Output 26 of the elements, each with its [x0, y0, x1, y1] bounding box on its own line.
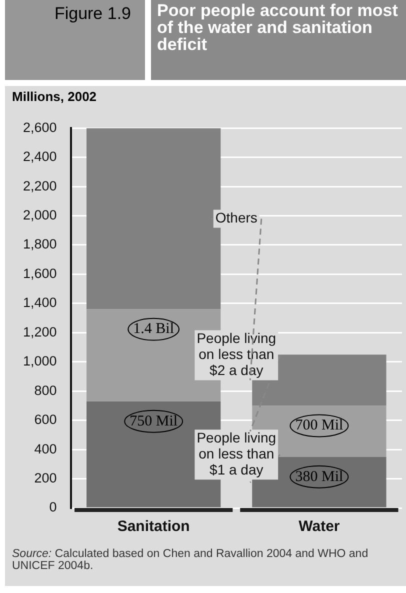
y-tick-label: 1,000 — [22, 354, 57, 369]
y-tick-label: 1,200 — [22, 324, 57, 340]
source-note: Source: Calculated based on Chen and Ravallion 2004 and WHO and UNICEF 2004b. — [12, 548, 370, 572]
series-label: Others — [215, 210, 258, 226]
x-tick-label: Water — [298, 518, 340, 536]
y-axis-title: Millions, 2002 — [12, 89, 97, 104]
chart-title: Poor people account for most of the water and sanitation deficit — [151, 0, 406, 80]
y-tick-label: 2,000 — [22, 207, 57, 222]
x-tick-label: Sanitation — [117, 518, 190, 536]
y-tick-label: 2,400 — [22, 149, 57, 164]
series-label: People living on less than $1 a day — [196, 430, 276, 478]
annotation: 750 Mil — [130, 413, 178, 430]
caption: Figure 1.9 — [5, 0, 145, 80]
y-tick-label: 1,600 — [22, 266, 57, 281]
y-tick-label: 200 — [34, 470, 57, 486]
annotation: 700 Mil — [295, 418, 344, 434]
y-tick-label: 800 — [34, 382, 57, 398]
y-tick-label: 1,400 — [22, 295, 57, 310]
y-tick-label: 600 — [34, 412, 57, 428]
annotation: 1.4 Bil — [133, 321, 174, 338]
y-tick-label: 2,600 — [22, 120, 57, 135]
y-tick-label: 0 — [49, 500, 57, 515]
annotation: 380 Mil — [295, 468, 344, 485]
y-tick-label: 1,800 — [22, 236, 57, 252]
y-tick-label: 400 — [34, 441, 57, 456]
y-tick-label: 2,200 — [22, 178, 57, 194]
